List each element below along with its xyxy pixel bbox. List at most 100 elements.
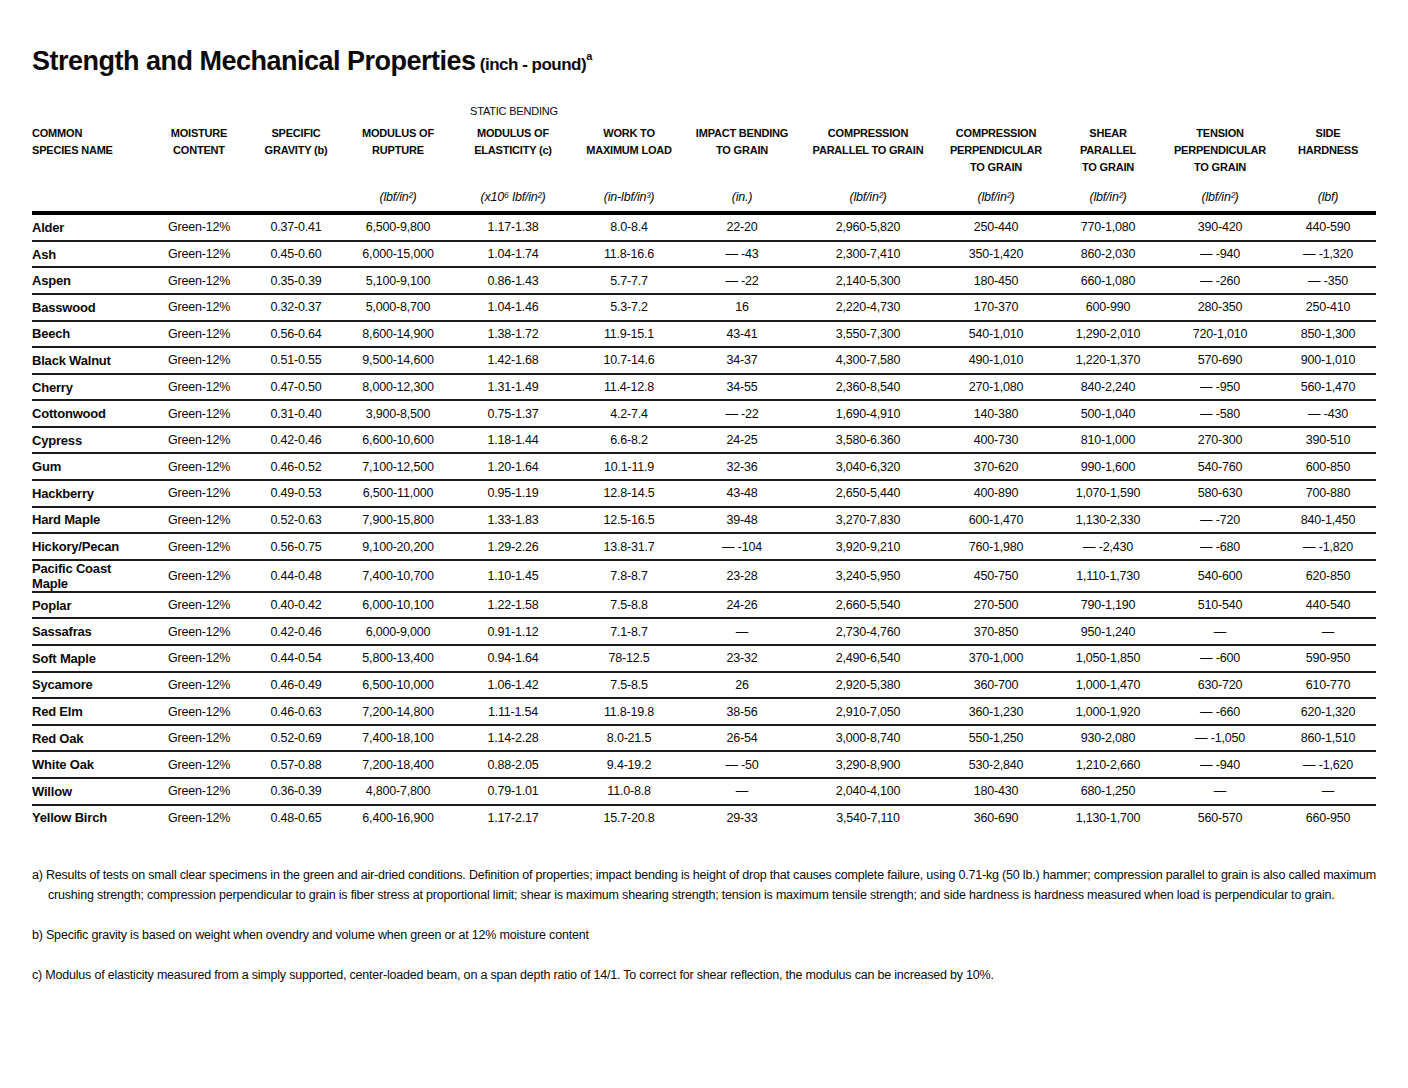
- unit-cell: (lbf/in²): [1160, 176, 1280, 213]
- value-cell: 7,400-18,100: [344, 725, 452, 752]
- value-cell: 7.1-8.7: [574, 618, 684, 645]
- value-cell: 5,100-9,100: [344, 267, 452, 294]
- value-cell: — -940: [1160, 241, 1280, 268]
- value-cell: 11.0-8.8: [574, 778, 684, 805]
- value-cell: 600-1,470: [936, 507, 1056, 534]
- value-cell: 680-1,250: [1056, 778, 1160, 805]
- species-name: Willow: [32, 778, 150, 805]
- table-row: SycamoreGreen-12%0.46-0.496,500-10,0001.…: [32, 672, 1376, 699]
- value-cell: 10.7-14.6: [574, 347, 684, 374]
- value-cell: 700-880: [1280, 480, 1376, 507]
- table-row: HackberryGreen-12%0.49-0.536,500-11,0000…: [32, 480, 1376, 507]
- value-cell: 3,240-5,950: [800, 560, 936, 592]
- value-cell: 0.95-1.19: [452, 480, 574, 507]
- value-cell: — -1,620: [1280, 751, 1376, 778]
- value-cell: Green-12%: [150, 645, 248, 672]
- table-row: CottonwoodGreen-12%0.31-0.403,900-8,5000…: [32, 400, 1376, 427]
- value-cell: — -1,050: [1160, 725, 1280, 752]
- unit-cell: (lbf/in²): [800, 176, 936, 213]
- value-cell: 32-36: [684, 453, 800, 480]
- value-cell: 270-1,080: [936, 374, 1056, 401]
- value-cell: 2,730-4,760: [800, 618, 936, 645]
- column-header-hardness: SIDE HARDNESS: [1280, 117, 1376, 176]
- unit-cell: (lbf/in²): [1056, 176, 1160, 213]
- value-cell: 1.17-1.38: [452, 213, 574, 241]
- value-cell: Green-12%: [150, 618, 248, 645]
- species-name: Red Oak: [32, 725, 150, 752]
- species-name: Hackberry: [32, 480, 150, 507]
- value-cell: 570-690: [1160, 347, 1280, 374]
- value-cell: 9,100-20,200: [344, 533, 452, 560]
- value-cell: 1.42-1.68: [452, 347, 574, 374]
- value-cell: 1,000-1,920: [1056, 698, 1160, 725]
- value-cell: 2,660-5,540: [800, 592, 936, 619]
- value-cell: 530-2,840: [936, 751, 1056, 778]
- table-header: STATIC BENDING COMMON SPECIES NAME MOIST…: [32, 105, 1376, 213]
- table-row: AlderGreen-12%0.37-0.416,500-9,8001.17-1…: [32, 213, 1376, 241]
- value-cell: 440-540: [1280, 592, 1376, 619]
- value-cell: 610-770: [1280, 672, 1376, 699]
- value-cell: 1.29-2.26: [452, 533, 574, 560]
- unit-cell: (x10⁶ lbf/in²): [452, 176, 574, 213]
- value-cell: 4,800-7,800: [344, 778, 452, 805]
- value-cell: 0.44-0.48: [248, 560, 344, 592]
- value-cell: — -22: [684, 400, 800, 427]
- value-cell: 170-370: [936, 294, 1056, 321]
- table-row: SassafrasGreen-12%0.42-0.466,000-9,0000.…: [32, 618, 1376, 645]
- species-name: Soft Maple: [32, 645, 150, 672]
- value-cell: Green-12%: [150, 592, 248, 619]
- value-cell: 580-630: [1160, 480, 1280, 507]
- value-cell: 0.46-0.63: [248, 698, 344, 725]
- value-cell: — -22: [684, 267, 800, 294]
- value-cell: 0.57-0.88: [248, 751, 344, 778]
- value-cell: 600-990: [1056, 294, 1160, 321]
- species-name: Pacific Coast Maple: [32, 560, 150, 592]
- table-row: AspenGreen-12%0.35-0.395,100-9,1000.86-1…: [32, 267, 1376, 294]
- value-cell: Green-12%: [150, 507, 248, 534]
- value-cell: 560-1,470: [1280, 374, 1376, 401]
- table-row: BasswoodGreen-12%0.32-0.375,000-8,7001.0…: [32, 294, 1376, 321]
- value-cell: — -660: [1160, 698, 1280, 725]
- species-name: Black Walnut: [32, 347, 150, 374]
- value-cell: 6,500-11,000: [344, 480, 452, 507]
- group-header-spacer: [32, 105, 344, 117]
- value-cell: 7,900-15,800: [344, 507, 452, 534]
- value-cell: 16: [684, 294, 800, 321]
- value-cell: 1.22-1.58: [452, 592, 574, 619]
- species-name: Ash: [32, 241, 150, 268]
- unit-cell: (lbf): [1280, 176, 1376, 213]
- value-cell: 0.52-0.69: [248, 725, 344, 752]
- value-cell: 1.17-2.17: [452, 805, 574, 831]
- value-cell: 6,000-15,000: [344, 241, 452, 268]
- value-cell: 2,040-4,100: [800, 778, 936, 805]
- table-row: Red ElmGreen-12%0.46-0.637,200-14,8001.1…: [32, 698, 1376, 725]
- species-name: Hickory/Pecan: [32, 533, 150, 560]
- value-cell: Green-12%: [150, 698, 248, 725]
- value-cell: 3,040-6,320: [800, 453, 936, 480]
- value-cell: 6,400-16,900: [344, 805, 452, 831]
- value-cell: 250-410: [1280, 294, 1376, 321]
- table-row: Hard MapleGreen-12%0.52-0.637,900-15,800…: [32, 507, 1376, 534]
- value-cell: 1,050-1,850: [1056, 645, 1160, 672]
- footnote-a: a) Results of tests on small clear speci…: [32, 866, 1376, 905]
- value-cell: 7,100-12,500: [344, 453, 452, 480]
- value-cell: 11.8-16.6: [574, 241, 684, 268]
- value-cell: 1,290-2,010: [1056, 321, 1160, 348]
- value-cell: Green-12%: [150, 560, 248, 592]
- value-cell: 1.31-1.49: [452, 374, 574, 401]
- table-row: AshGreen-12%0.45-0.606,000-15,0001.04-1.…: [32, 241, 1376, 268]
- value-cell: 29-33: [684, 805, 800, 831]
- value-cell: — -680: [1160, 533, 1280, 560]
- properties-table: STATIC BENDING COMMON SPECIES NAME MOIST…: [32, 105, 1376, 830]
- value-cell: 2,910-7,050: [800, 698, 936, 725]
- value-cell: 26: [684, 672, 800, 699]
- value-cell: 280-350: [1160, 294, 1280, 321]
- value-cell: 6,500-9,800: [344, 213, 452, 241]
- value-cell: 4,300-7,580: [800, 347, 936, 374]
- value-cell: Green-12%: [150, 778, 248, 805]
- value-cell: 0.56-0.64: [248, 321, 344, 348]
- column-header-rupture: MODULUS OF RUPTURE: [344, 117, 452, 176]
- value-cell: 490-1,010: [936, 347, 1056, 374]
- column-header-row: COMMON SPECIES NAME MOISTURE CONTENT SPE…: [32, 117, 1376, 176]
- value-cell: Green-12%: [150, 213, 248, 241]
